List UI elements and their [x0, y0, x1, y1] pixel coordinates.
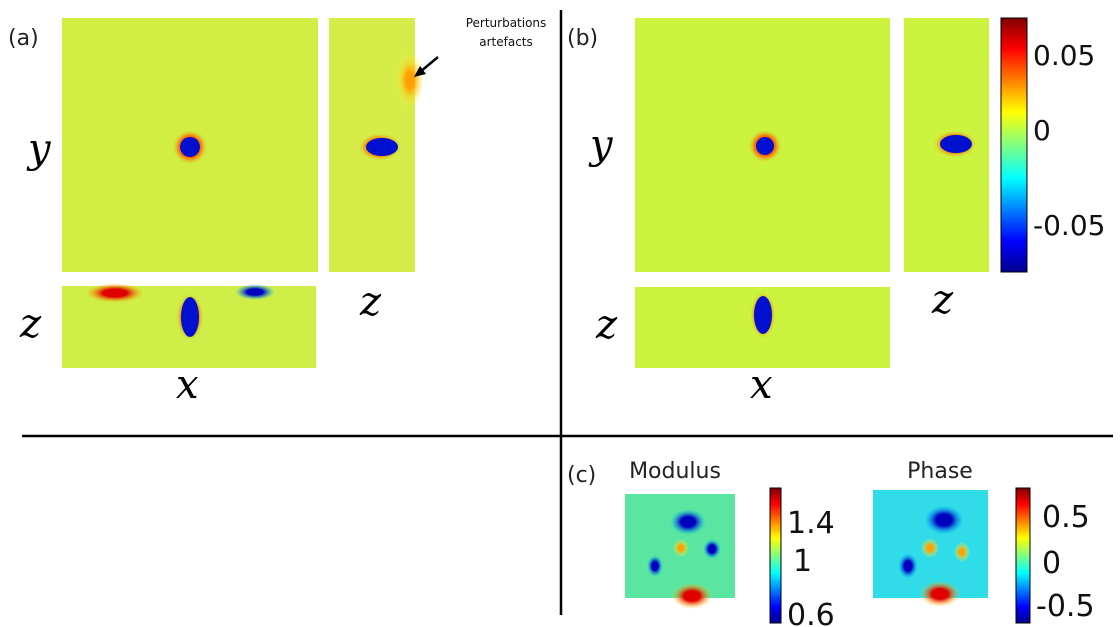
panel-label: (a) — [8, 26, 39, 51]
colorbar-tick: 1 — [793, 544, 812, 579]
figure: (a) y z z x Perturbations artefacts (b) … — [0, 0, 1120, 627]
colorbar-tick: -0.05 — [1033, 209, 1105, 242]
axis-label: z — [19, 301, 42, 347]
colorbar-tick: 0 — [1033, 114, 1051, 147]
colorbar-tick: 1.4 — [787, 506, 835, 541]
panel-label: (b) — [567, 26, 598, 51]
blob — [672, 583, 712, 609]
colorbar — [1016, 488, 1030, 623]
blob — [180, 137, 200, 157]
blob — [366, 138, 398, 156]
axis-label: x — [750, 362, 773, 408]
panel-b: (b) 0.05 0 -0.05 y z z x — [567, 18, 1105, 408]
blob — [924, 505, 964, 535]
colorbar — [1001, 18, 1027, 272]
artefact — [235, 284, 275, 300]
colorbar-tick: 0 — [1042, 546, 1061, 581]
blob — [756, 137, 774, 155]
axis-label: z — [595, 302, 618, 348]
axis-label: z — [359, 279, 382, 325]
blob — [647, 555, 663, 577]
colorbar-tick: -0.5 — [1036, 589, 1095, 624]
colorbar-tick: 0.6 — [787, 598, 835, 627]
annotation: Perturbations — [466, 16, 547, 30]
artefact — [396, 52, 424, 108]
artefact — [85, 283, 145, 303]
blob — [673, 539, 689, 557]
colorbar-tick: 0.05 — [1033, 39, 1095, 72]
axis-label: y — [26, 126, 52, 172]
blob — [954, 542, 970, 562]
blob — [703, 539, 721, 559]
annotation: artefacts — [479, 35, 533, 49]
blob — [898, 553, 918, 579]
colorbar — [770, 488, 781, 623]
blob — [940, 135, 972, 153]
blob — [920, 581, 960, 607]
axis-label: z — [931, 277, 954, 323]
image-title: Phase — [907, 459, 973, 484]
panel-c: (c) Modulus 1.4 1 0.6 Phase 0.5 0 -0.5 — [567, 459, 1095, 627]
panel-a: (a) y z z x Perturbations artefacts — [8, 16, 546, 408]
axis-label: x — [176, 362, 199, 408]
blob — [754, 296, 772, 334]
colorbar-tick: 0.5 — [1042, 500, 1090, 535]
blob — [921, 538, 939, 558]
axis-label: y — [588, 122, 614, 168]
panel-label: (c) — [567, 463, 596, 488]
image-title: Modulus — [629, 459, 721, 484]
blob — [181, 297, 199, 337]
blob — [670, 509, 706, 535]
